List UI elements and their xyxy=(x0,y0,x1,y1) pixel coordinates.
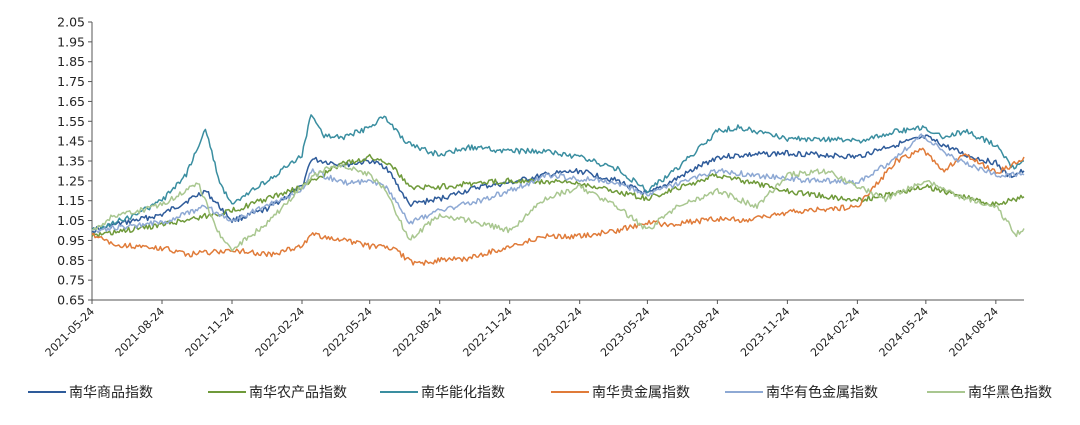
legend-label: 南华有色金属指数 xyxy=(766,384,878,401)
x-tick-label: 2021-05-24 xyxy=(43,305,97,359)
y-tick-label: 1.25 xyxy=(57,173,85,188)
x-tick-label: 2021-08-24 xyxy=(113,305,167,359)
y-tick-label: 1.35 xyxy=(57,154,85,169)
series-group xyxy=(91,114,1025,266)
y-tick-label: 1.05 xyxy=(57,213,85,228)
y-axis: 0.65 0.75 0.85 0.95 1.05 1.15 1.25 1.35 1.45 1.55… xyxy=(57,15,93,308)
y-tick-label: 1.95 xyxy=(57,34,85,49)
x-tick-label: 2022-05-24 xyxy=(320,305,374,359)
y-tick-label: 0.75 xyxy=(57,273,85,288)
x-tick-label: 2022-11-24 xyxy=(460,305,514,359)
y-tick-label: 1.45 xyxy=(57,134,85,149)
x-tick-label: 2023-02-24 xyxy=(530,305,584,359)
legend-label: 南华能化指数 xyxy=(421,385,505,401)
legend-label: 南华商品指数 xyxy=(69,385,153,401)
series-line-3 xyxy=(91,147,1025,266)
series-line-2 xyxy=(91,114,1024,231)
y-tick-label: 1.85 xyxy=(57,54,85,69)
series-line-1 xyxy=(91,153,1025,238)
y-tick-label: 1.55 xyxy=(57,114,85,129)
series-line-4 xyxy=(91,133,1025,234)
y-tick-label: 1.15 xyxy=(57,193,85,208)
x-tick-label: 2024-05-24 xyxy=(877,305,931,359)
y-tick-label: 2.05 xyxy=(57,15,85,30)
legend-label: 南华农产品指数 xyxy=(249,385,347,401)
series-line-5 xyxy=(91,163,1025,252)
x-tick-label: 2022-08-24 xyxy=(390,305,444,359)
y-tick-label: 0.65 xyxy=(57,293,85,308)
x-tick-label: 2021-11-24 xyxy=(183,305,237,359)
x-tick-label: 2023-05-24 xyxy=(598,305,652,359)
legend-label: 南华黑色指数 xyxy=(968,384,1052,401)
x-tick-label: 2023-08-24 xyxy=(668,305,722,359)
y-tick-label: 1.65 xyxy=(57,94,85,109)
y-tick-label: 0.95 xyxy=(57,233,85,248)
x-tick-label: 2024-08-24 xyxy=(947,305,1001,359)
series-line-0 xyxy=(91,134,1025,233)
y-tick-label: 0.85 xyxy=(57,253,85,268)
legend-label: 南华贵金属指数 xyxy=(592,385,690,401)
x-tick-label: 2022-02-24 xyxy=(253,305,307,359)
x-axis: 2021-05-24 2021-08-24 2021-11-24 2022-02-24… xyxy=(43,299,1024,359)
x-tick-label: 2023-11-24 xyxy=(738,305,792,359)
legend: 南华商品指数 南华农产品指数 南华能化指数 南华贵金属指数 南华有色金属指数 南华黑色指数 xyxy=(28,384,1052,401)
x-tick-label: 2024-02-24 xyxy=(808,305,862,359)
y-tick-label: 1.75 xyxy=(57,74,85,89)
